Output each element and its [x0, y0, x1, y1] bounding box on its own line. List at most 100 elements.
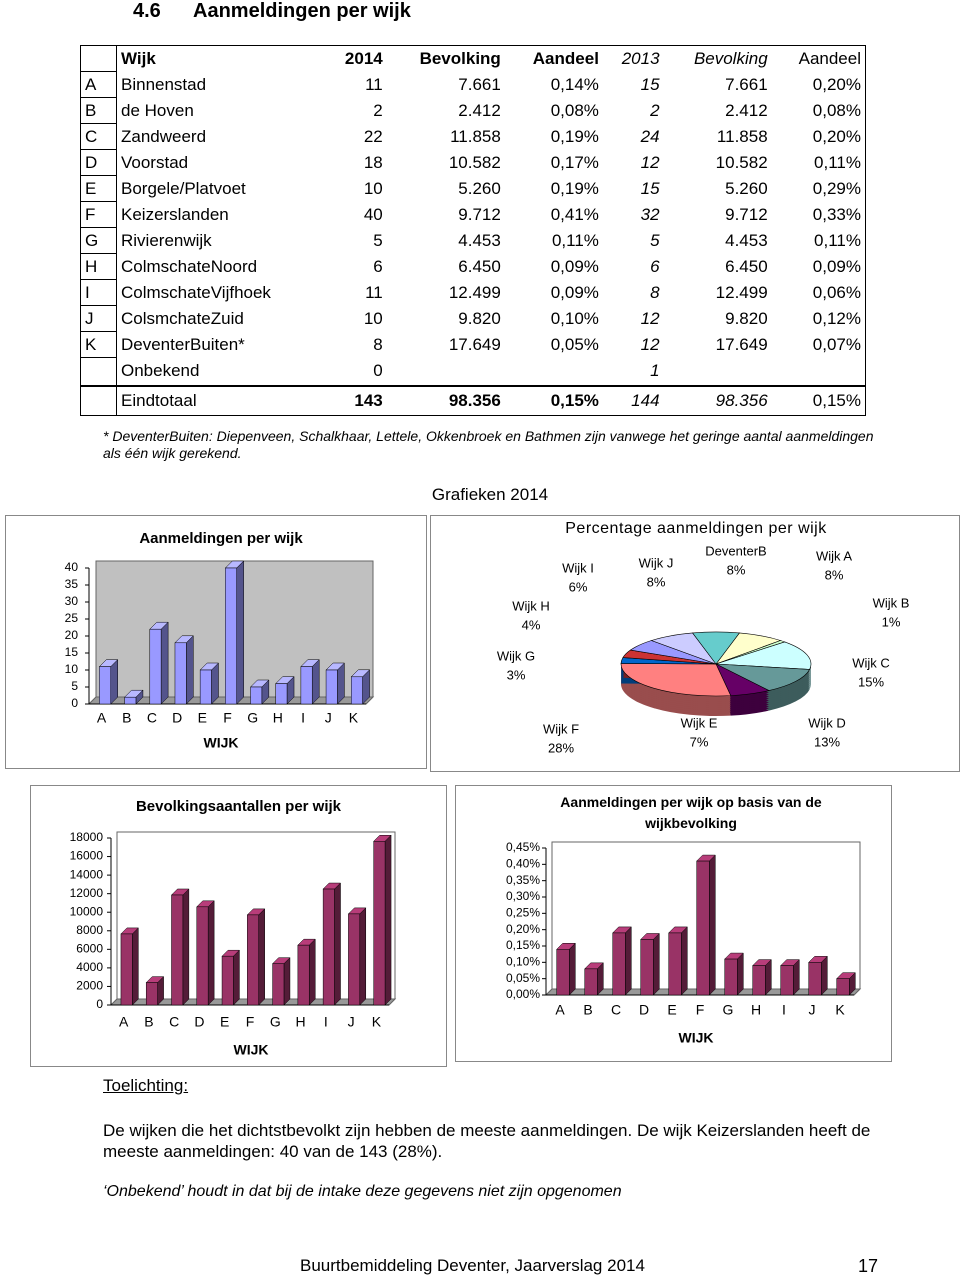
- x-tick-label: A: [119, 1014, 129, 1030]
- x-tick-label: H: [295, 1014, 305, 1030]
- table-cell: 24: [640, 126, 660, 146]
- table-cell: 6: [373, 256, 383, 276]
- table-row: A Binnenstad 11 7.661 0,14% 15 7.661 0,20%: [80, 71, 866, 98]
- table-cell: A: [80, 71, 117, 98]
- pie-slice: [620, 663, 732, 697]
- table-cell: 98.356: [386, 385, 505, 416]
- bar: [780, 965, 794, 996]
- table-row: J ColsmchateZuid 10 9.820 0,10% 12 9.820 0,12%: [80, 305, 866, 332]
- table-cell: B: [80, 97, 117, 124]
- table-cell: G: [80, 227, 117, 254]
- x-tick-label: K: [372, 1014, 382, 1030]
- table-cell: 12: [640, 334, 660, 354]
- y-tick-label: 0: [96, 997, 103, 1011]
- chart-box: Aanmeldingen per wijk op basis van de wi…: [455, 785, 892, 1062]
- bar: [752, 965, 766, 996]
- x-tick-label: I: [301, 710, 305, 726]
- table-cell: 2.412: [458, 100, 501, 120]
- explanation-note: ‘Onbekend’ houdt in dat bij de intake de…: [103, 1183, 622, 1200]
- table-cell: [80, 385, 117, 416]
- bar: [696, 860, 710, 996]
- chart-title: Percentage aanmeldingen per wijk: [565, 520, 827, 537]
- table-cell: 0,08%: [812, 100, 861, 120]
- x-tick-label: J: [809, 1002, 816, 1018]
- table-row: K DeventerBuiten* 8 17.649 0,05% 12 17.649 0,07…: [80, 331, 866, 358]
- y-tick-label: 16000: [70, 849, 104, 863]
- table-cell: 15: [640, 74, 660, 94]
- bar: [808, 962, 822, 996]
- y-tick-label: 25: [65, 611, 79, 625]
- y-tick-label: 0: [71, 696, 78, 710]
- table-cell: 0,09%: [812, 256, 861, 276]
- table-cell: 0,33%: [812, 204, 861, 224]
- section-title: Grafieken 2014: [431, 485, 549, 504]
- bar: [668, 932, 682, 996]
- x-tick-label: C: [147, 710, 157, 726]
- bar: [836, 978, 850, 996]
- table-cell: Bevolking: [419, 48, 501, 68]
- table-row: D Voorstad 18 10.582 0,17% 12 10.582 0,11%: [80, 149, 866, 176]
- pie-value-label: 7%: [690, 734, 709, 749]
- bar-side: [334, 882, 341, 1006]
- heading-title: Aanmeldingen per wijk: [193, 0, 411, 22]
- chart: 0 2000 4000 6000 8000 10000 12000 14000 16000 180…: [70, 830, 397, 1058]
- chart-box: Aanmeldingen per wijk 0 5 10 15 20 25 30 35 40 A B…: [5, 515, 427, 769]
- table-cell: 0,08%: [550, 100, 599, 120]
- pie-value-label: 1%: [882, 614, 901, 629]
- bar-side: [258, 908, 265, 1006]
- table-cell: 10.582: [715, 152, 768, 172]
- x-tick-label: K: [835, 1002, 845, 1018]
- table-cell: 17.649: [715, 334, 768, 354]
- table-cell: I: [80, 279, 117, 306]
- table-cell: Eindtotaal: [116, 385, 327, 416]
- bar-side: [182, 888, 190, 1006]
- table-cell: 9.820: [725, 308, 768, 328]
- bar: [225, 567, 237, 705]
- table-cell: 0,06%: [812, 282, 861, 302]
- table-cell: 6.450: [458, 256, 501, 276]
- y-tick-label: 40: [65, 560, 79, 574]
- table-cell: de Hoven: [121, 100, 194, 120]
- x-tick-label: J: [348, 1014, 355, 1030]
- table-cell: 6: [650, 256, 660, 276]
- table-cell: E: [80, 175, 117, 202]
- bar: [145, 982, 158, 1006]
- x-tick-label: F: [223, 710, 232, 726]
- table-cell: Onbekend: [121, 361, 200, 381]
- bar: [120, 933, 133, 1006]
- y-tick-label: 15: [65, 645, 79, 659]
- x-tick-label: C: [611, 1002, 621, 1018]
- bar: [199, 669, 212, 705]
- table: Wijk 2014 Bevolking Aandeel 2013 Bevolking Aan…: [80, 45, 866, 416]
- chart: Wijk A 8% Wijk B 1% Wijk C 15% Wijk D 13% Wijk E…: [497, 543, 910, 755]
- bar-side: [821, 955, 828, 996]
- table-cell: Aandeel: [532, 48, 599, 68]
- pie-label: Wijk F: [543, 721, 579, 736]
- y-tick-label: 0,00%: [506, 987, 540, 1001]
- table-cell: 0,11%: [551, 230, 599, 250]
- page-number: 17: [858, 1256, 879, 1276]
- table-cell: [387, 358, 505, 387]
- pie-label: Wijk H: [512, 598, 550, 613]
- table-cell: 12.499: [448, 282, 501, 302]
- table-cell: 0: [373, 361, 383, 381]
- chart: 0 5 10 15 20 25 30 35 40 A B C D E F G H I J K WIJK: [65, 560, 375, 751]
- pie-slice: [692, 631, 740, 665]
- table-cell: 0,14%: [550, 74, 599, 94]
- pie-label: Wijk J: [639, 555, 674, 570]
- bar-side: [236, 560, 244, 705]
- pie-value-label: 8%: [825, 567, 844, 582]
- y-tick-label: 10: [65, 662, 79, 676]
- table-row: H ColmschateNoord 6 6.450 0,09% 6 6.450 0,09%: [80, 253, 866, 280]
- bar: [373, 841, 386, 1006]
- table-cell: 12.499: [715, 282, 768, 302]
- bar: [196, 906, 209, 1006]
- table-cell: 11.858: [716, 126, 768, 146]
- bar-side: [283, 957, 291, 1006]
- pie-label: Wijk I: [562, 560, 594, 575]
- pie-label: Wijk E: [681, 715, 718, 730]
- bar-side: [681, 926, 688, 996]
- table-cell: 10: [363, 178, 383, 198]
- bar: [149, 628, 162, 705]
- table-cell: DeventerBuiten*: [121, 334, 245, 354]
